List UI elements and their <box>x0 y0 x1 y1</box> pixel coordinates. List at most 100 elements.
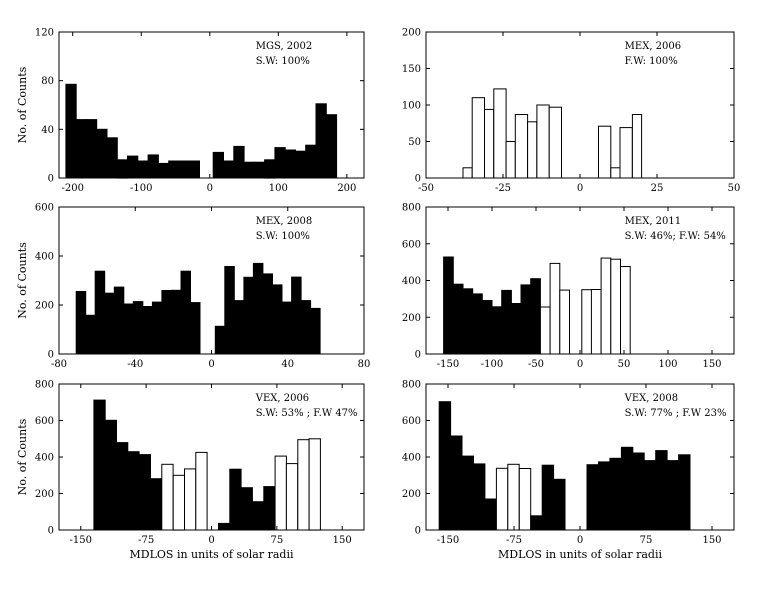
y-tick-label: 0 <box>48 174 54 185</box>
y-tick-label: 0 <box>48 526 54 537</box>
bar-slow-wind <box>151 301 163 355</box>
bar-slow-wind <box>295 150 307 179</box>
bar-slow-wind <box>501 289 512 355</box>
bar-slow-wind <box>655 450 668 531</box>
bar-slow-wind <box>104 292 115 355</box>
bar-fast-wind <box>471 97 486 179</box>
bar-fast-wind <box>527 121 538 179</box>
bar-slow-wind <box>127 451 140 531</box>
y-tick-label: 400 <box>402 453 421 464</box>
x-tick-label: -80 <box>51 359 67 370</box>
bar-slow-wind <box>93 399 106 531</box>
x-tick-label: -40 <box>127 359 143 370</box>
bar-slow-wind <box>75 291 87 355</box>
bar-fast-wind <box>195 451 208 531</box>
bar-slow-wind <box>300 300 312 355</box>
bar-slow-wind <box>150 478 163 531</box>
x-tick-label: 75 <box>270 535 283 546</box>
x-tick-label: -75 <box>506 535 522 546</box>
x-tick-label: -50 <box>418 183 434 194</box>
x-tick-label: -100 <box>130 183 152 194</box>
x-tick-label: 150 <box>333 535 352 546</box>
bar-slow-wind <box>541 464 555 531</box>
panel-annotation: S.W: 46%; F.W: 54% <box>625 231 726 242</box>
bar-slow-wind <box>609 457 622 531</box>
bar-slow-wind <box>123 303 134 355</box>
bar-slow-wind <box>138 454 151 531</box>
plot-frame <box>58 31 365 179</box>
bar-slow-wind <box>142 306 153 355</box>
y-tick-label: 0 <box>415 350 421 361</box>
bar-slow-wind <box>264 159 276 179</box>
bar-slow-wind <box>263 486 276 531</box>
y-tick-label: 40 <box>41 125 54 136</box>
x-tick-label: 40 <box>281 359 294 370</box>
bar-slow-wind <box>553 478 566 531</box>
bar-slow-wind <box>113 286 125 355</box>
bar-fast-wind <box>631 114 643 179</box>
bar-slow-wind <box>310 307 321 355</box>
y-tick-label: 200 <box>402 489 421 500</box>
panel-annotation: MGS, 2002 <box>256 41 313 52</box>
bar-slow-wind <box>116 159 129 179</box>
x-tick-label: 150 <box>702 359 721 370</box>
x-tick-label: 0 <box>207 183 213 194</box>
panel-annotation: VEX, 2008 <box>624 393 678 404</box>
bar-slow-wind <box>305 144 317 179</box>
panel-mex-2008: -80 -40 0 40 80 0 200 400 600 MEX, 2008 S.W: 100% N… <box>16 203 370 371</box>
x-tick-label: 200 <box>337 183 356 194</box>
bar-slow-wind <box>520 284 532 355</box>
y-axis-label: No. of Counts <box>16 66 29 143</box>
bar-slow-wind <box>291 276 302 355</box>
x-tick-label: -150 <box>70 535 92 546</box>
bar-fast-wind <box>548 106 563 179</box>
bar-slow-wind <box>168 160 180 179</box>
y-tick-label: 600 <box>402 416 421 427</box>
x-tick-label: 0 <box>577 535 583 546</box>
bar-fast-wind <box>172 474 185 531</box>
bar-fast-wind <box>161 463 174 531</box>
bar-slow-wind <box>116 442 129 531</box>
y-axis-label: No. of Counts <box>16 418 29 495</box>
x-tick-label: 0 <box>577 359 583 370</box>
bar-slow-wind <box>272 284 283 355</box>
bar-slow-wind <box>180 270 191 355</box>
bar-fast-wind <box>514 114 529 179</box>
bar-slow-wind <box>161 290 172 355</box>
bar-slow-wind <box>229 468 242 531</box>
bar-slow-wind <box>218 522 231 531</box>
bar-slow-wind <box>65 83 77 179</box>
bar-slow-wind <box>137 160 149 179</box>
bar-slow-wind <box>281 301 292 355</box>
bar-slow-wind <box>85 119 98 179</box>
bar-slow-wind <box>450 435 463 531</box>
bar-slow-wind <box>666 460 679 531</box>
panel-annotation: MEX, 2008 <box>256 216 312 227</box>
x-tick-label: 150 <box>702 535 721 546</box>
x-tick-label: 80 <box>358 359 371 370</box>
x-tick-label: 50 <box>728 183 741 194</box>
bar-slow-wind <box>315 103 327 179</box>
bar-fast-wind <box>539 306 551 355</box>
panel-mex-2011: -150 -100 -50 0 50 100 150 0 200 400 600 800 MEX, 20… <box>402 203 735 370</box>
panel-vex-2006: -150 -75 0 75 150 0 200 400 600 800 VEX, 2006 S.W: … <box>16 380 365 561</box>
bar-slow-wind <box>132 301 144 355</box>
bar-slow-wind <box>147 154 159 179</box>
panel-annotation: S.W: 100% <box>256 56 310 67</box>
bar-slow-wind <box>178 160 190 179</box>
y-tick-label: 800 <box>402 203 421 214</box>
bar-slow-wind <box>188 160 200 179</box>
y-tick-label: 0 <box>48 350 54 361</box>
bar-fast-wind <box>297 439 310 531</box>
x-tick-label: 25 <box>651 183 664 194</box>
bar-fast-wind <box>600 257 612 355</box>
x-tick-label: -50 <box>528 359 544 370</box>
x-axis-label: MDLOS in units of solar radii <box>130 548 294 561</box>
panel-annotation: F.W: 100% <box>625 56 678 67</box>
x-tick-label: -150 <box>437 359 459 370</box>
x-tick-label: 75 <box>640 535 653 546</box>
panel-annotation: VEX, 2006 <box>255 393 309 404</box>
panel-mgs-2002: -200 -100 0 100 200 0 40 80 120 MGS, 2002 S.W: 100… <box>16 28 365 194</box>
y-tick-label: 200 <box>35 301 54 312</box>
bar-fast-wind <box>610 258 621 355</box>
